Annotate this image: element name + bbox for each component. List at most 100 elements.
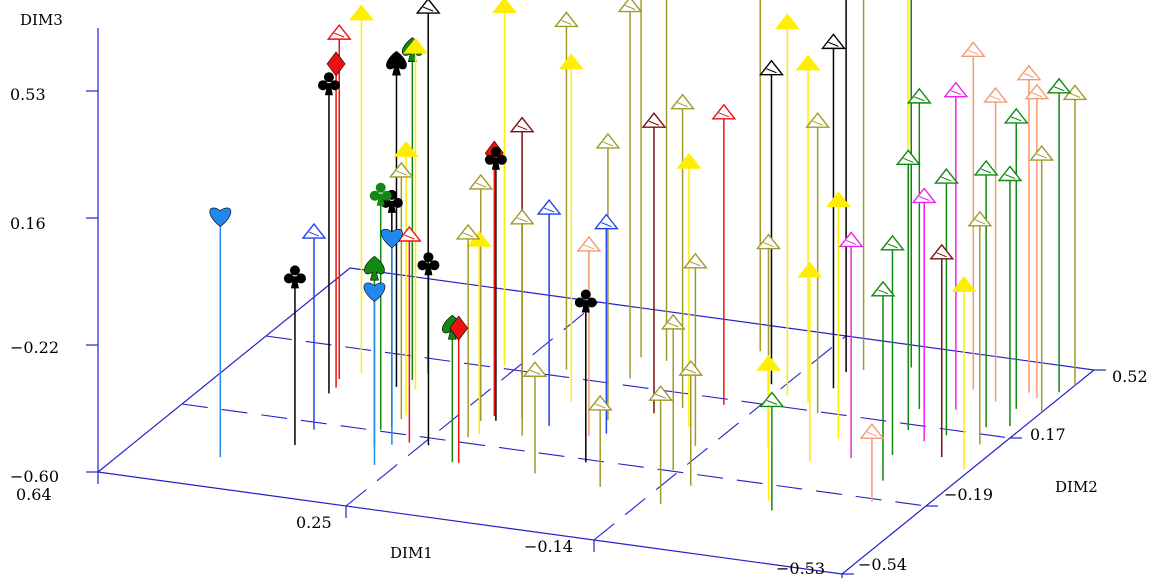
data-point [1029, 144, 1055, 413]
data-point [455, 223, 481, 438]
data-point [587, 394, 613, 487]
data-point [1016, 64, 1042, 393]
floor-grid [97, 267, 1095, 575]
data-point [553, 11, 579, 370]
arrow-marker-line [877, 289, 889, 295]
data-point [911, 187, 937, 442]
data-point [870, 280, 896, 481]
arrow-marker-line [683, 161, 695, 167]
arrow-marker-line [1036, 153, 1047, 159]
data-point [301, 222, 327, 430]
data-point [973, 159, 999, 428]
data-point [774, 13, 800, 396]
data-point [388, 161, 414, 420]
club-lobe [369, 190, 380, 201]
data-point [363, 282, 386, 465]
arrow-marker [678, 359, 704, 376]
arrow-marker-line [400, 149, 412, 155]
arrow-marker [492, 0, 517, 13]
dim2-tick-label: −0.54 [858, 555, 907, 574]
arrow-marker [349, 4, 374, 21]
arrow-marker [759, 391, 785, 408]
arrow-marker-line [968, 49, 979, 55]
arrow-marker [1046, 77, 1072, 94]
arrow-marker [951, 275, 977, 292]
arrow-marker [756, 233, 781, 250]
arrow-marker [576, 235, 602, 252]
arrow-marker-line [648, 120, 660, 126]
club-lobe [429, 260, 440, 271]
arrow-marker [797, 261, 823, 278]
arrow-marker [593, 213, 619, 230]
data-point [711, 103, 737, 405]
arrow-marker-line [529, 369, 541, 375]
data-point [522, 361, 548, 474]
dim3-tick-label: 0.53 [10, 85, 46, 104]
arrow-marker-line [941, 176, 952, 182]
dim2-tick-label: −0.19 [944, 485, 993, 504]
data-point [386, 50, 407, 387]
arrow-marker-line [919, 196, 930, 201]
club-lobe [317, 80, 328, 91]
arrow-marker-line [543, 207, 555, 213]
club-stem [290, 276, 299, 289]
arrow-marker-line [903, 157, 914, 163]
arrow-marker-line [1023, 73, 1035, 79]
data-point [509, 208, 535, 436]
dim2-tick-label: 0.52 [1112, 367, 1148, 386]
arrow-marker [509, 116, 535, 133]
floor-grid-line [181, 403, 927, 507]
arrow-marker-line [677, 102, 688, 108]
arrow-marker [756, 354, 782, 371]
diamond-marker [326, 51, 346, 77]
arrow-marker [388, 161, 414, 178]
data-point [283, 265, 306, 445]
data-point [576, 235, 602, 436]
arrow-marker-line [804, 270, 816, 276]
arrow-marker-line [356, 13, 367, 19]
arrow-marker [393, 141, 419, 157]
club-stem [581, 300, 590, 313]
arrow-marker [983, 86, 1009, 103]
arrow-marker [660, 313, 686, 330]
arrow-marker-line [1011, 116, 1022, 122]
club-stem [324, 83, 333, 96]
club-lobe [496, 154, 507, 165]
arrow-marker [648, 385, 674, 401]
data-point [484, 146, 507, 421]
arrow-marker [774, 13, 800, 30]
arrow-marker-line [974, 219, 986, 225]
data-point [838, 231, 864, 459]
arrow-marker-line [685, 368, 696, 374]
data-point [595, 132, 621, 421]
dim2-tick-label: 0.17 [1030, 425, 1066, 444]
arrow-marker [838, 231, 864, 248]
arrow-marker-line [404, 234, 415, 240]
data-point [648, 385, 674, 505]
data-point [1046, 77, 1072, 393]
arrow-marker [403, 37, 428, 54]
arrow-marker [617, 0, 643, 13]
arrow-marker [1024, 83, 1050, 100]
data-point [558, 53, 584, 402]
data-point [468, 173, 494, 421]
club-lobe [323, 72, 334, 83]
arrow-marker-line [561, 19, 572, 25]
arrow-marker [396, 225, 422, 242]
arrow-marker-line [474, 239, 485, 245]
data-point [402, 37, 423, 381]
data-point [859, 423, 885, 502]
club-lobe [490, 146, 501, 157]
data-point [797, 261, 823, 462]
data-point [641, 112, 667, 414]
arrow-marker-line [516, 217, 528, 223]
heart-marker [363, 282, 386, 302]
data-point [317, 72, 340, 394]
arrow-marker [821, 33, 846, 50]
arrow-marker-line [499, 5, 510, 11]
arrow-marker [859, 423, 885, 439]
arrow-marker-line [655, 393, 666, 399]
arrow-marker-line [828, 41, 839, 47]
floor-grid-line [345, 301, 599, 507]
floor-edge-back [97, 267, 351, 473]
